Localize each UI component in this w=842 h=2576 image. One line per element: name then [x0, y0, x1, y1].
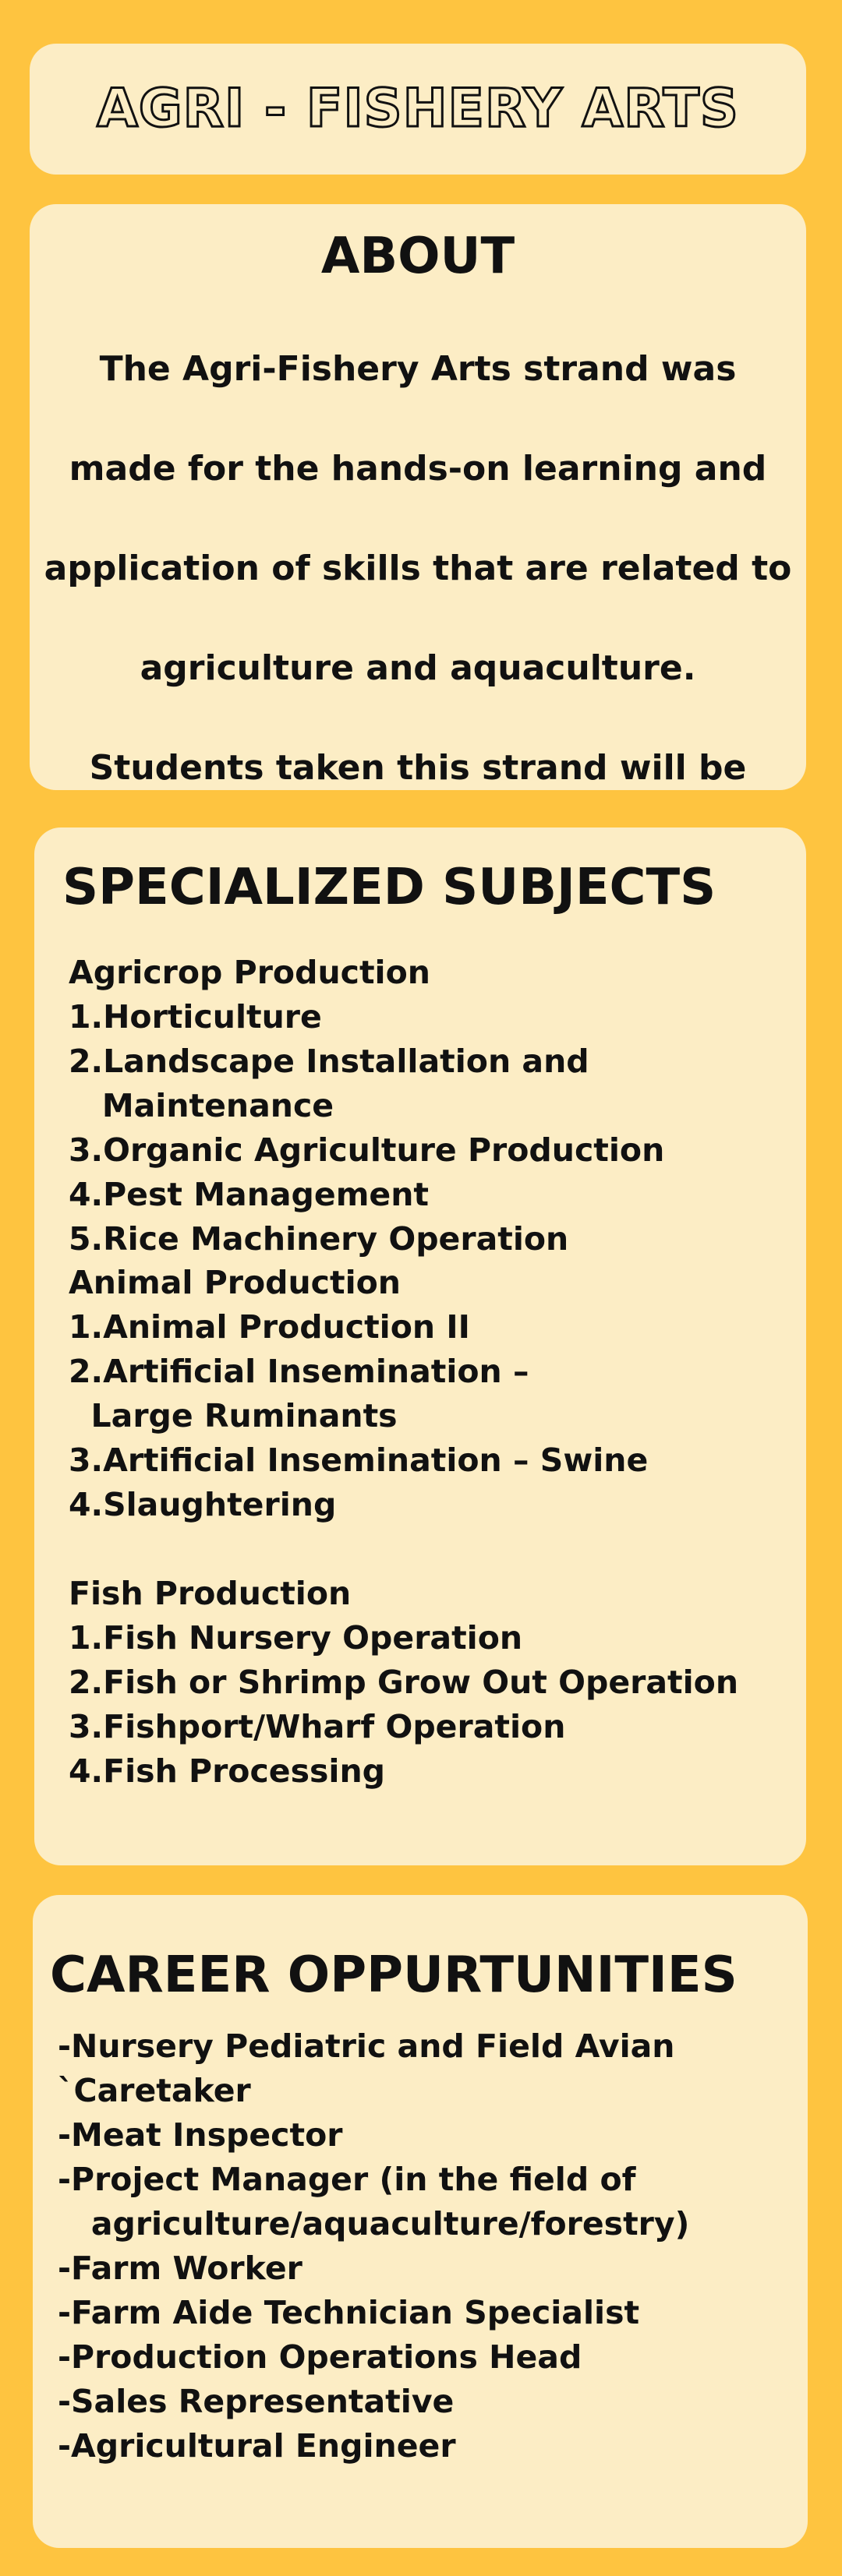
about-card: ABOUT The Agri-Fishery Arts strand was m… — [30, 204, 806, 1187]
career-card: CAREER OPPURTUNITIES -Nursery Pediatric … — [33, 1895, 808, 2548]
about-line: Students taken this strand will be — [89, 748, 747, 788]
career-list: -Nursery Pediatric and Field Avian `Care… — [58, 2024, 689, 2468]
group-title: Fish Production — [69, 1575, 352, 1612]
about-line: made for the hands-on learning and — [69, 449, 767, 489]
career-item: -Agricultural Engineer — [58, 2427, 456, 2465]
subject-item: 3.Organic Agriculture Production — [69, 1131, 665, 1169]
about-line: The Agri-Fishery Arts strand was — [99, 349, 737, 389]
subject-item: Large Ruminants — [69, 1397, 398, 1434]
career-item: -Farm Worker — [58, 2250, 302, 2287]
title-card: AGRI - FISHERY ARTS — [30, 44, 806, 175]
subject-item: 1.Fish Nursery Operation — [69, 1619, 523, 1657]
subject-item: 3.Artificial Insemination – Swine — [69, 1442, 649, 1479]
career-item: `Caretaker — [58, 2072, 251, 2109]
about-heading: ABOUT — [320, 228, 515, 285]
career-item: -Meat Inspector — [58, 2116, 343, 2154]
career-heading: CAREER OPPURTUNITIES — [50, 1946, 738, 2004]
page-title: AGRI - FISHERY ARTS — [96, 77, 740, 141]
subject-item: 4.Pest Management — [69, 1176, 430, 1213]
subject-item: 2.Artificial Insemination – — [69, 1353, 529, 1390]
group-title: Agricrop Production — [69, 954, 430, 991]
group-title: Animal Production — [69, 1264, 401, 1301]
subject-item: Maintenance — [69, 1087, 334, 1124]
subject-item: 2.Fish or Shrimp Grow Out Operation — [69, 1664, 739, 1701]
career-item: -Nursery Pediatric and Field Avian — [58, 2027, 675, 2065]
career-item: -Sales Representative — [58, 2383, 455, 2420]
subject-item: 1.Animal Production II — [69, 1308, 470, 1346]
subject-group-animal: Animal Production 1.Animal Production II… — [69, 1261, 648, 1527]
subject-item: 4.Slaughtering — [69, 1486, 337, 1523]
subject-item: 4.Fish Processing — [69, 1752, 385, 1790]
career-item: -Farm Aide Technician Specialist — [58, 2294, 640, 2331]
subject-item: 2.Landscape Installation and — [69, 1043, 589, 1080]
subject-item: 3.Fishport/Wharf Operation — [69, 1708, 566, 1745]
subjects-card: SPECIALIZED SUBJECTS Agricrop Production… — [34, 827, 806, 1865]
about-line: application of skills that are related t… — [44, 549, 792, 588]
subject-item: 1.Horticulture — [69, 998, 322, 1036]
career-item: -Production Operations Head — [58, 2338, 582, 2376]
about-line: agriculture and aquaculture. — [140, 648, 696, 688]
subject-group-fish: Fish Production 1.Fish Nursery Operation… — [69, 1572, 738, 1794]
subjects-heading: SPECIALIZED SUBJECTS — [62, 859, 716, 916]
subject-group-agricrop: Agricrop Production 1.Horticulture 2.Lan… — [69, 951, 664, 1262]
career-item: -Project Manager (in the field of — [58, 2161, 636, 2198]
subject-item: 5.Rice Machinery Operation — [69, 1220, 569, 1258]
career-item: agriculture/aquaculture/forestry) — [58, 2205, 690, 2243]
